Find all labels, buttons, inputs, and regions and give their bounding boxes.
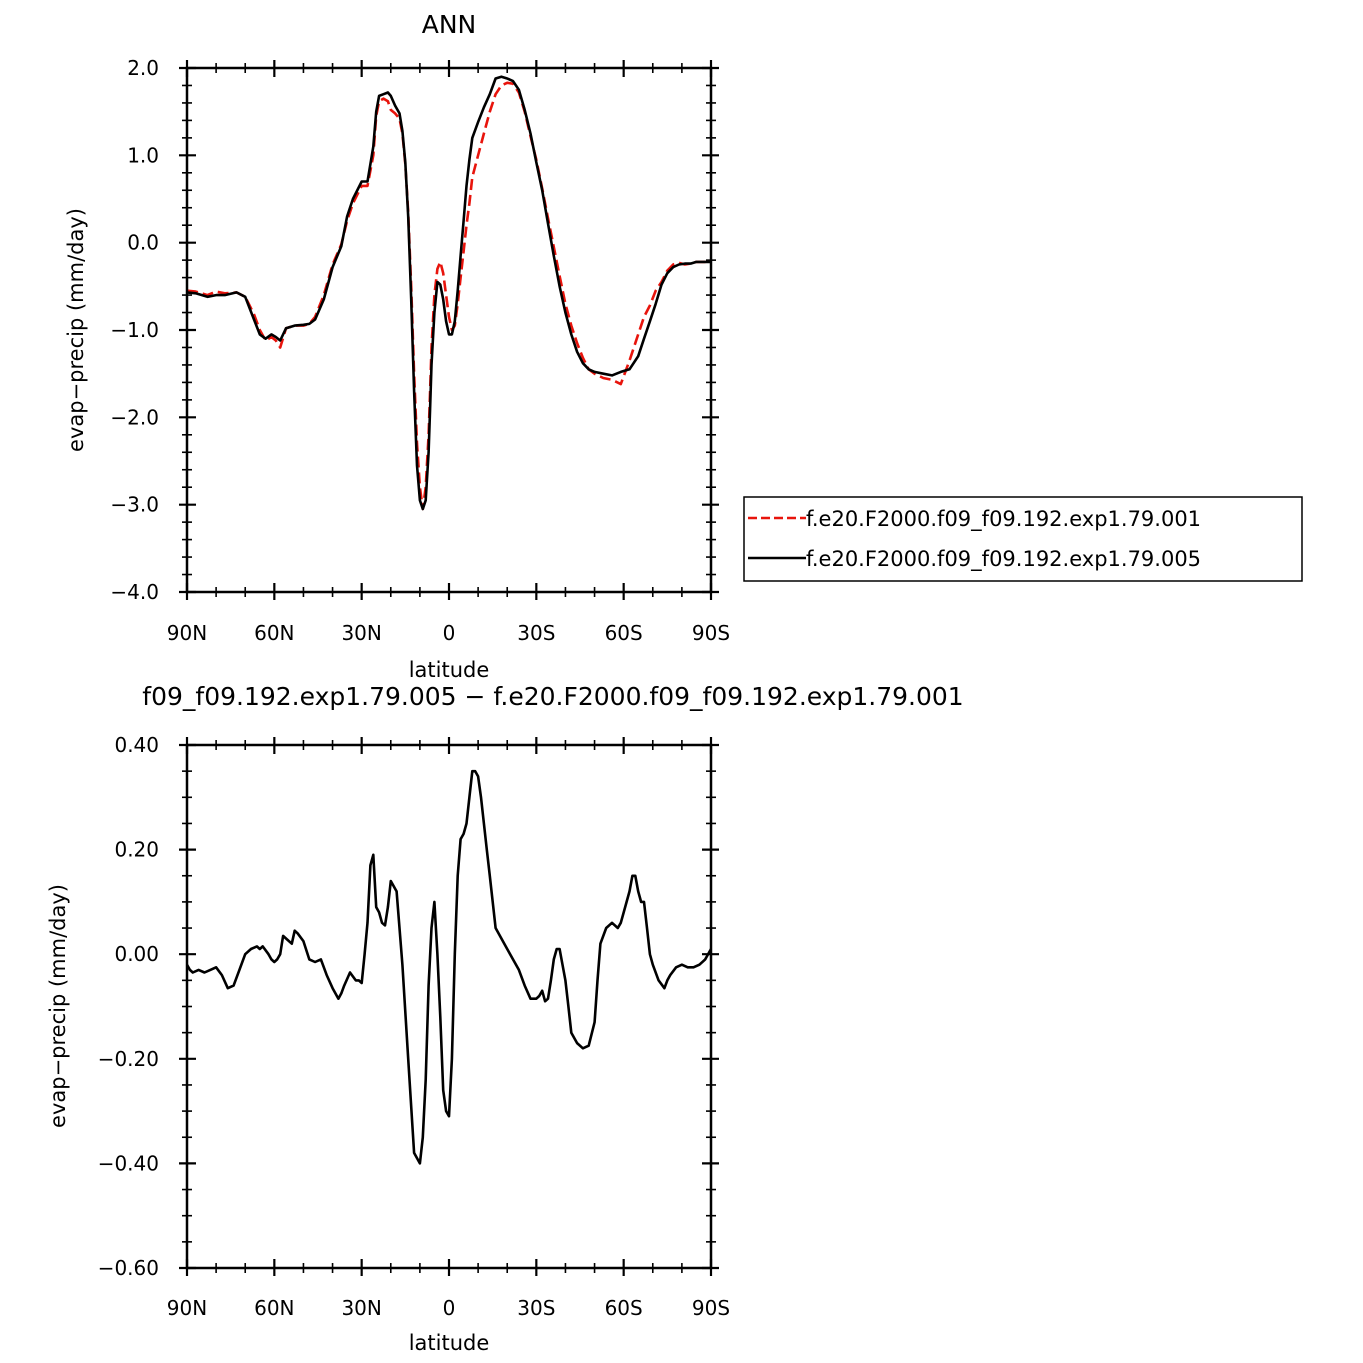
y-tick-label: 0.00 [114,942,159,966]
x-tick-label: 30N [341,621,381,645]
x-tick-label: 60N [254,621,294,645]
x-axis-label: latitude [409,658,490,682]
x-tick-label: 90N [167,621,207,645]
top-panel: ANN −4.0 −3.0 −2.0 −1.0 0.0 1.0 2.0 90N 60N 30N 0 30… [64,10,1303,682]
y-tick-label: 0.0 [127,231,159,255]
series-line-0 [185,769,713,1165]
y-tick-label: 2.0 [127,56,159,80]
y-axis-label: evap−precip (mm/day) [64,208,88,452]
y-tick-label: −1.0 [110,318,159,342]
legend: f.e20.F2000.f09_f09.192.exp1.79.001 f.e20… [743,496,1303,582]
y-axis-label: evap−precip (mm/day) [46,884,70,1128]
x-tick-label: 90S [692,1296,730,1320]
y-tick-label: −0.60 [98,1256,159,1280]
x-tick-label: 60S [605,621,643,645]
series-line-0 [186,81,711,511]
legend-box [743,496,1303,582]
y-tick-label: −0.40 [98,1151,159,1175]
x-tick-label: 90N [167,1296,207,1320]
y-tick-label: 0.20 [114,838,159,862]
legend-entry: f.e20.F2000.f09_f09.192.exp1.79.005 [806,547,1201,572]
x-tick-label: 30N [341,1296,381,1320]
legend-entry: f.e20.F2000.f09_f09.192.exp1.79.001 [806,507,1201,532]
x-tick-label: 30S [517,621,555,645]
x-tick-label: 90S [692,621,730,645]
chart-title: ANN [422,10,477,39]
x-axis-label: latitude [409,1331,490,1355]
y-tick-label: −3.0 [110,493,159,517]
y-tick-label: 1.0 [127,143,159,167]
x-tick-label: 0 [443,621,456,645]
series-line-1 [186,75,711,511]
bottom-panel: f09_f09.192.exp1.79.005 − f.e20.F2000.f0… [46,682,964,1355]
y-tick-label: −0.20 [98,1047,159,1071]
plot-frame [185,743,713,1270]
chart-title: f09_f09.192.exp1.79.005 − f.e20.F2000.f0… [142,682,963,711]
y-tick-label: 0.40 [114,733,159,757]
x-tick-label: 60N [254,1296,294,1320]
x-tick-label: 0 [443,1296,456,1320]
x-tick-label: 60S [605,1296,643,1320]
y-tick-label: −4.0 [110,580,159,604]
y-tick-label: −2.0 [110,405,159,429]
x-tick-label: 30S [517,1296,555,1320]
